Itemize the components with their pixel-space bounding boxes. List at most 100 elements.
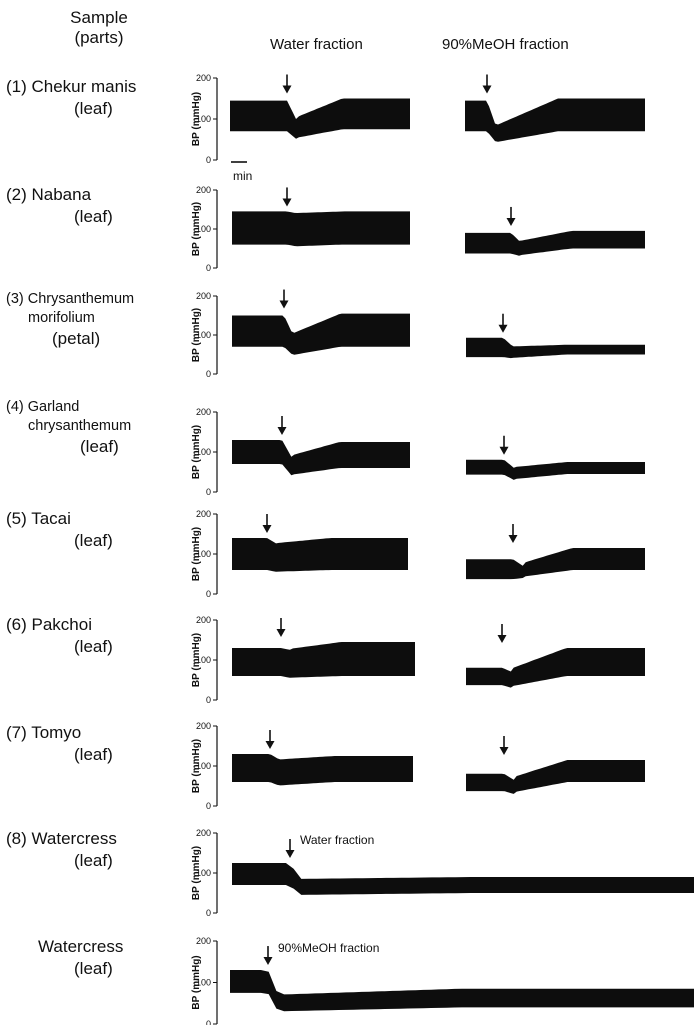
injection-arrow-icon (265, 741, 275, 749)
y-tick-label: 0 (206, 908, 211, 918)
bp-trace-water (232, 440, 410, 476)
y-axis-label: BP (mmHg) (191, 739, 202, 793)
sample-label-3: (3) Chrysanthemum morifolium (petal) (6, 290, 134, 350)
sample-part: (leaf) (74, 99, 113, 118)
sample-heading: Sample (70, 8, 128, 27)
y-axis-label: BP (mmHg) (191, 527, 202, 581)
sample-name: (8) Watercress (6, 829, 117, 848)
y-tick-label: 0 (206, 155, 211, 165)
sample-name: (1) Chekur manis (6, 77, 137, 96)
y-tick-label: 0 (206, 589, 211, 599)
sample-name: (5) Tacai (6, 509, 71, 528)
bp-trace-single (232, 863, 694, 895)
sample-part: (leaf) (74, 745, 113, 764)
sample-part: (leaf) (74, 207, 113, 226)
y-tick-label: 0 (206, 487, 211, 497)
injection-arrow-icon (263, 957, 273, 966)
sample-label-8: (8) Watercress (leaf) (6, 828, 117, 872)
sample-label-6: (6) Pakchoi (leaf) (6, 614, 113, 658)
y-tick-label: 200 (196, 509, 211, 519)
sample-label-9: Watercress (leaf) (38, 936, 123, 980)
sample-name: Watercress (38, 937, 124, 956)
injection-arrow-icon (498, 324, 508, 333)
y-tick-label: 100 (196, 224, 211, 234)
y-tick-label: 200 (196, 721, 211, 731)
y-axis-label: BP (mmHg) (191, 633, 202, 687)
bp-trace-meoh (466, 760, 645, 794)
y-tick-label: 200 (196, 291, 211, 301)
y-tick-label: 200 (196, 828, 211, 838)
sample-part: (petal) (52, 329, 101, 348)
bp-trace-water (232, 211, 410, 247)
y-tick-label: 100 (196, 549, 211, 559)
y-tick-label: 200 (196, 936, 211, 946)
y-tick-label: 100 (196, 868, 211, 878)
y-tick-label: 200 (196, 73, 211, 83)
bp-trace-water (230, 98, 410, 139)
sample-name: (7) Tomyo (6, 723, 82, 742)
y-tick-label: 0 (206, 369, 211, 379)
injection-arrow-icon (508, 535, 518, 543)
time-scale-label: min (233, 169, 252, 183)
y-axis-label: BP (mmHg) (191, 955, 202, 1009)
y-tick-label: 0 (206, 801, 211, 811)
sample-name: (3) Chrysanthemum (6, 291, 135, 307)
y-tick-label: 200 (196, 615, 211, 625)
y-axis-label: BP (mmHg) (191, 846, 202, 900)
bp-trace-single (230, 970, 694, 1012)
bp-trace-meoh (466, 648, 645, 688)
sample-label-1: (1) Chekur manis (leaf) (6, 76, 136, 120)
y-tick-label: 200 (196, 185, 211, 195)
y-tick-label: 200 (196, 407, 211, 417)
y-axis-label: BP (mmHg) (191, 202, 202, 256)
bp-trace-meoh (466, 459, 645, 480)
sample-name: (6) Pakchoi (6, 615, 92, 634)
y-axis-label: BP (mmHg) (191, 308, 202, 362)
fraction-annotation: Water fraction (300, 833, 374, 847)
fraction-annotation: 90%MeOH fraction (278, 941, 379, 955)
bp-trace-water (232, 313, 410, 355)
bp-trace-meoh (466, 337, 645, 359)
injection-arrow-icon (282, 198, 292, 207)
injection-arrow-icon (497, 635, 507, 643)
y-tick-label: 100 (196, 761, 211, 771)
bp-trace-water (232, 754, 413, 786)
y-axis-label: BP (mmHg) (191, 425, 202, 479)
injection-arrow-icon (276, 629, 286, 637)
bp-trace-water (232, 642, 415, 678)
bp-trace-water (232, 538, 408, 572)
meoh-fraction-heading: 90%MeOH fraction (442, 36, 569, 53)
sample-label-7: (7) Tomyo (leaf) (6, 722, 113, 766)
parts-heading: (parts) (74, 28, 124, 47)
injection-arrow-icon (499, 747, 509, 755)
injection-arrow-icon (285, 850, 295, 858)
sample-part: (leaf) (74, 959, 113, 978)
injection-arrow-icon (277, 427, 287, 435)
injection-arrow-icon (506, 217, 516, 226)
injection-arrow-icon (482, 85, 492, 94)
y-tick-label: 0 (206, 263, 211, 273)
y-axis-label: BP (mmHg) (191, 92, 202, 146)
y-tick-label: 100 (196, 330, 211, 340)
y-tick-label: 100 (196, 655, 211, 665)
y-tick-label: 0 (206, 695, 211, 705)
y-tick-label: 0 (206, 1019, 211, 1025)
injection-arrow-icon (499, 446, 509, 455)
injection-arrow-icon (279, 300, 289, 309)
sample-label-4: (4) Garland chrysanthemum (leaf) (6, 398, 131, 458)
injection-arrow-icon (262, 525, 272, 533)
sample-name-line2: morifolium (28, 310, 95, 326)
water-fraction-heading: Water fraction (270, 36, 363, 53)
sample-name: (4) Garland (6, 399, 80, 415)
sample-name: (2) Nabana (6, 185, 92, 204)
sample-label-5: (5) Tacai (leaf) (6, 508, 113, 552)
bp-trace-meoh (465, 230, 645, 256)
sample-part: (leaf) (74, 531, 113, 550)
sample-name-line2: chrysanthemum (28, 418, 132, 434)
sample-part: (leaf) (80, 437, 119, 456)
injection-arrow-icon (282, 85, 292, 94)
y-tick-label: 100 (196, 447, 211, 457)
bp-trace-meoh (465, 98, 645, 142)
sample-part: (leaf) (74, 851, 113, 870)
